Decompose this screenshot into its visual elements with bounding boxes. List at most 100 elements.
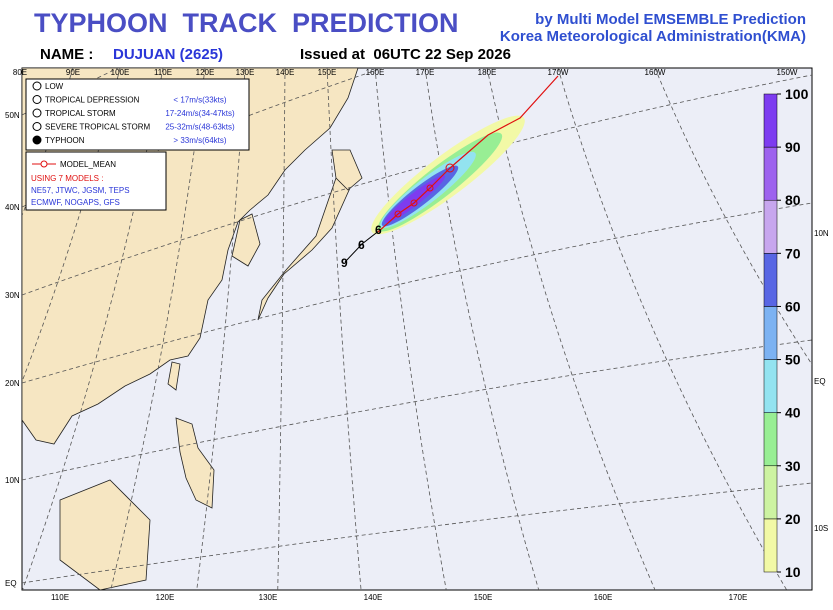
lon-label: 150E: [318, 68, 337, 77]
legend-icon: [32, 95, 42, 104]
model-list: NE57, JTWC, JGSM, TEPS: [31, 186, 130, 195]
land: [167, 361, 181, 391]
graticule: [22, 68, 164, 590]
lon-label: 170E: [729, 593, 748, 602]
storm-symbols: 966: [341, 223, 382, 270]
svg-text:6: 6: [358, 238, 365, 252]
legend-speed: 17-24m/s(34-47kts): [165, 109, 235, 118]
graticule: [374, 68, 447, 590]
legend-box: [25, 78, 250, 151]
colorbar-label: 30: [785, 458, 801, 474]
lon-label: 160W: [645, 68, 666, 77]
lon-label: 130E: [259, 593, 278, 602]
colorbar: 10 20 30 40 50 60 70 80 90 100: [763, 86, 809, 580]
lon-label: 180E: [478, 68, 497, 77]
lat-label: 30N: [5, 291, 20, 300]
colorbar-label: 10: [785, 564, 801, 580]
graticule: [22, 482, 812, 584]
lat-label: 10N: [5, 476, 20, 485]
subtitle: Korea Meteorological Administration(KMA): [500, 28, 806, 45]
colorbar-label: 100: [785, 86, 809, 102]
legend-icon: [32, 122, 42, 131]
colorbar-label: 90: [785, 139, 801, 155]
land: [331, 149, 363, 191]
models-heading: USING 7 MODELS :: [31, 174, 103, 183]
lon-label: 150E: [474, 593, 493, 602]
past-track: [344, 229, 381, 263]
colorbar-label: 60: [785, 298, 801, 314]
colorbar-band: [763, 518, 778, 573]
lon-label: 170E: [416, 68, 435, 77]
colorbar-band: [763, 146, 778, 201]
graticule: [326, 68, 362, 590]
legend-icon: [32, 81, 42, 91]
lon-label: 130E: [236, 68, 255, 77]
lon-label: 160E: [594, 593, 613, 602]
graticule: [22, 68, 121, 383]
lat-label: 10N: [814, 229, 829, 238]
lon-label: 120E: [156, 593, 175, 602]
issued: Issued at 06UTC 22 Sep 2026: [300, 46, 511, 63]
name-label: NAME :: [40, 46, 93, 63]
title: TYPHOON TRACK PREDICTION: [34, 8, 459, 38]
lon-label: 140E: [276, 68, 295, 77]
legend-label: TROPICAL STORM: [45, 109, 116, 118]
legend-box: [25, 151, 167, 211]
graticule: [424, 68, 540, 590]
subtitle: by Multi Model EMSEMBLE Prediction: [535, 11, 806, 28]
lat-label: EQ: [814, 377, 826, 386]
lon-label: 80E: [13, 68, 27, 77]
graticule: [654, 68, 812, 366]
lon-label: 140E: [364, 593, 383, 602]
legend-icon: [32, 108, 42, 118]
land: [257, 177, 351, 321]
track-points: [394, 163, 455, 218]
legend-label: LOW: [45, 82, 64, 91]
lat-label: 20N: [5, 379, 20, 388]
storm-name: DUJUAN (2625): [113, 46, 223, 63]
lat-label: 10S: [814, 524, 828, 533]
colorbar-band: [763, 465, 778, 520]
colorbar-band: [763, 199, 778, 254]
colorbar-band: [763, 306, 778, 360]
model-mean-label: MODEL_MEAN: [60, 160, 116, 169]
legend-speed: > 33m/s(64kts): [173, 136, 226, 145]
lat-label: 50N: [5, 111, 20, 120]
legend-label: TYPHOON: [45, 136, 85, 145]
colorbar-label: 20: [785, 511, 801, 527]
colorbar-band: [763, 412, 778, 467]
colorbar-band: [763, 253, 778, 307]
colorbar-band: [763, 359, 778, 413]
colorbar-band: [763, 93, 778, 148]
lon-label: 90E: [66, 68, 80, 77]
lon-label: 120E: [196, 68, 215, 77]
model-list: ECMWF, NOGAPS, GFS: [31, 198, 120, 207]
graticule: [486, 68, 656, 590]
graticule: [22, 339, 812, 481]
lat-label: EQ: [5, 579, 17, 588]
colorbar-label: 50: [785, 352, 801, 368]
graticule: [22, 74, 812, 296]
lon-label: 110E: [154, 68, 172, 77]
legend-label: SEVERE TROPICAL STORM: [45, 123, 151, 132]
lat-label: 40N: [5, 203, 20, 212]
mean-marker: [40, 160, 48, 168]
graticule: [0, 68, 20, 590]
svg-text:9: 9: [341, 256, 348, 270]
graticule: [22, 202, 812, 384]
legend-speed: < 17m/s(33kts): [173, 96, 226, 105]
legend-label: TROPICAL DEPRESSION: [45, 96, 140, 105]
lon-label: 110E: [51, 593, 69, 602]
legend: LOW TROPICAL DEPRESSION < 17m/s(33kts) TROP…: [25, 78, 250, 211]
lon-label: 160E: [366, 68, 385, 77]
land: [59, 479, 151, 590]
legend-speed: 25-32m/s(48-63kts): [165, 123, 235, 132]
lon-label: 100E: [111, 68, 130, 77]
svg-text:6: 6: [375, 223, 382, 237]
land: [231, 213, 261, 267]
land: [175, 417, 215, 509]
colorbar-label: 80: [785, 192, 801, 208]
colorbar-label: 40: [785, 405, 801, 421]
